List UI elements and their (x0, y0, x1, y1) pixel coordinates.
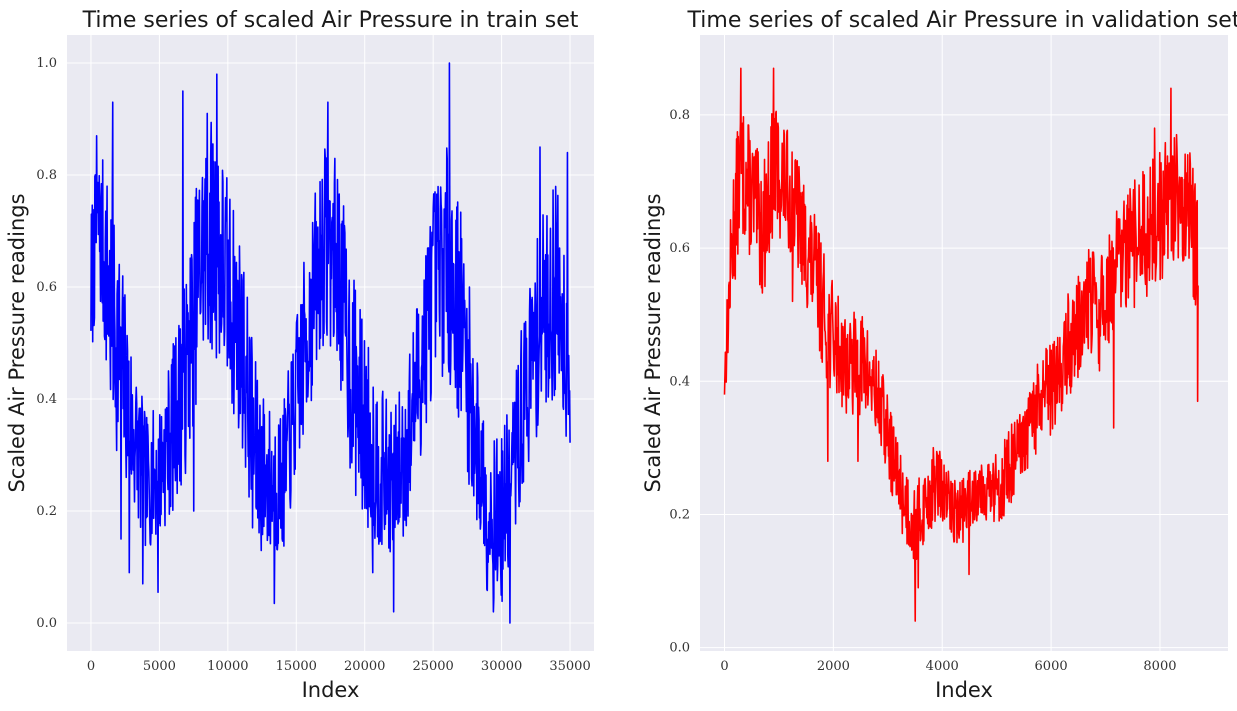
y-tick-label: 0.8 (36, 168, 57, 183)
y-axis-label: Scaled Air Pressure readings (5, 193, 29, 492)
x-tick-label: 0 (87, 659, 95, 674)
x-tick-label: 20000 (344, 659, 385, 674)
y-tick-label: 0.4 (669, 374, 690, 389)
train-chart: 0 5000 10000 15000 20000 25000 30000 35000 0.0 0.… (5, 8, 594, 702)
y-tick-label: 1.0 (36, 56, 57, 71)
series-line (90, 62, 571, 624)
chart-title: Time series of scaled Air Pressure in va… (687, 8, 1237, 33)
chart-title: Time series of scaled Air Pressure in tr… (82, 8, 579, 33)
y-tick-label: 0.4 (36, 392, 57, 407)
y-tick-label: 0.2 (36, 504, 57, 519)
x-tick-label: 2000 (817, 659, 850, 674)
x-tick-label: 5000 (143, 659, 176, 674)
x-axis-label: Index (935, 678, 993, 702)
x-tick-label: 0 (720, 659, 728, 674)
y-tick-label: 0.0 (669, 641, 690, 656)
x-tick-label: 25000 (412, 659, 453, 674)
validation-chart: 0 2000 4000 6000 8000 0.0 0.2 0.4 0.6 0.8 Time ser… (641, 8, 1237, 702)
y-tick-label: 0.8 (669, 108, 690, 123)
y-tick-label: 0.0 (36, 616, 57, 631)
series-line (723, 67, 1199, 622)
x-tick-label: 10000 (207, 659, 248, 674)
x-tick-label: 35000 (549, 659, 590, 674)
x-tick-label: 30000 (481, 659, 522, 674)
plot-area (700, 35, 1228, 651)
x-axis-label: Index (302, 678, 360, 702)
y-tick-label: 0.6 (36, 280, 57, 295)
x-tick-label: 4000 (926, 659, 959, 674)
y-tick-label: 0.6 (669, 241, 690, 256)
y-tick-label: 0.2 (669, 507, 690, 522)
x-tick-label: 8000 (1143, 659, 1176, 674)
y-axis-label: Scaled Air Pressure readings (641, 193, 665, 492)
x-tick-label: 15000 (276, 659, 317, 674)
x-tick-label: 6000 (1035, 659, 1068, 674)
